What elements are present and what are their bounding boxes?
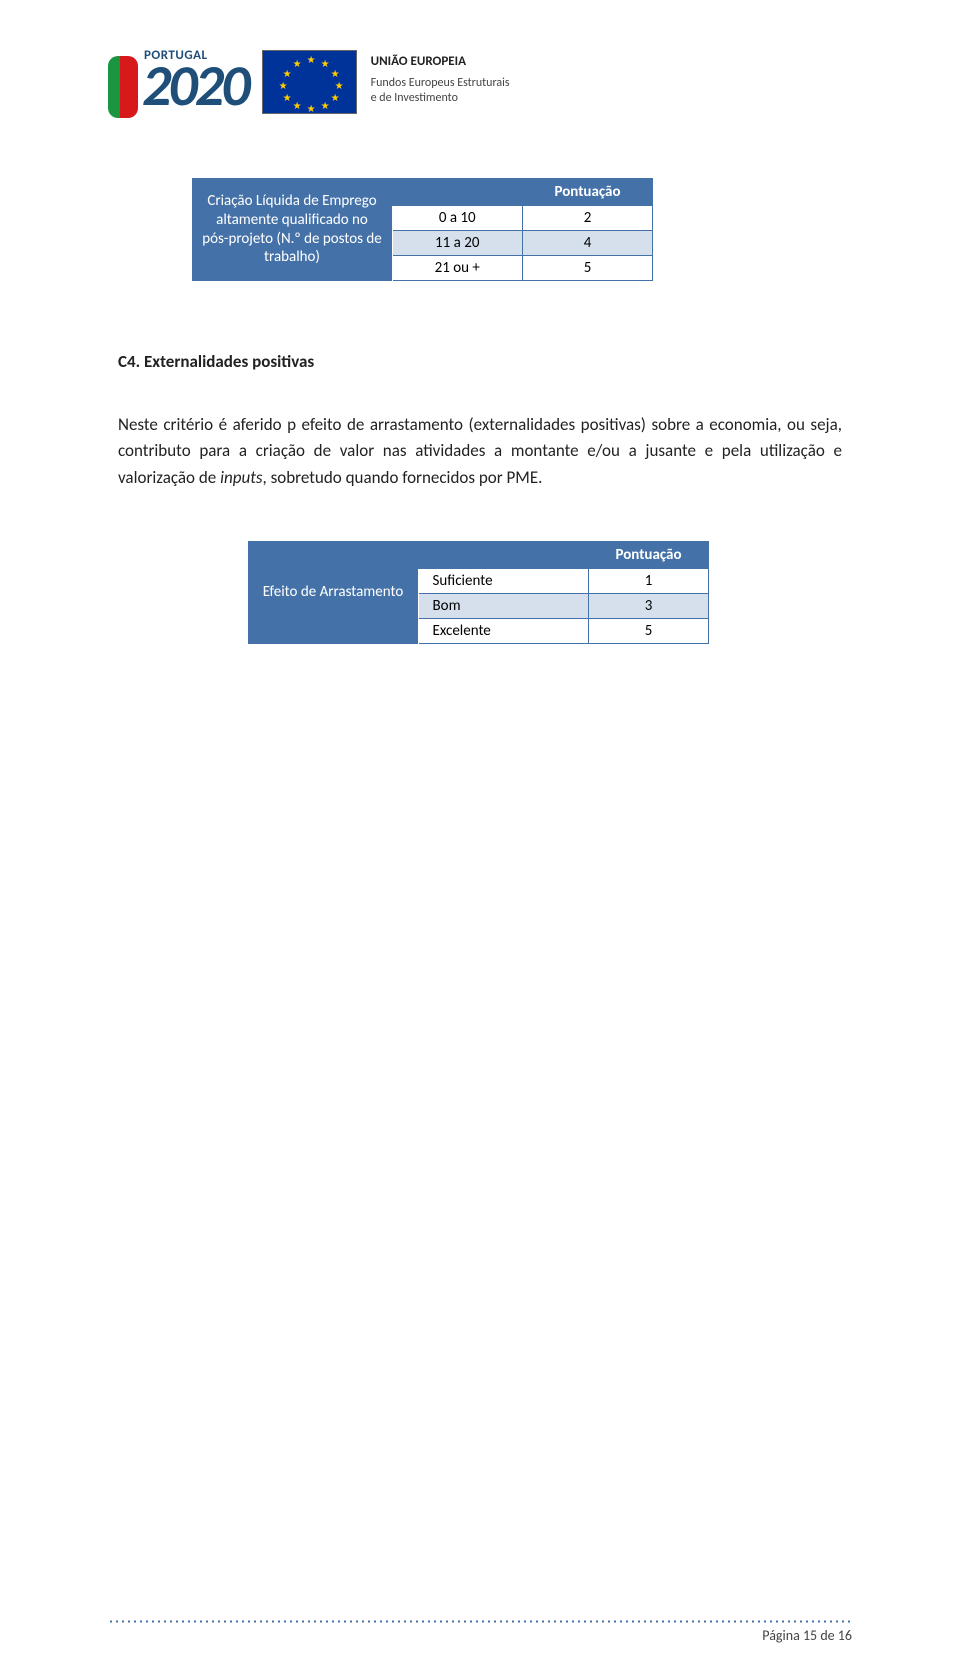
table2-header-score: Pontuação bbox=[589, 542, 709, 569]
table1-range-0: 0 a 10 bbox=[393, 206, 523, 231]
table1-header-score: Pontuação bbox=[523, 179, 653, 206]
eu-subtitle-1: Fundos Europeus Estruturais bbox=[371, 76, 510, 91]
table1-range-1: 11 a 20 bbox=[393, 231, 523, 256]
section-paragraph: Neste critério é aferido p efeito de arr… bbox=[118, 412, 842, 491]
page-footer: Página 15 de 16 bbox=[108, 1620, 852, 1644]
footer-divider bbox=[108, 1620, 852, 1623]
table1-score-2: 5 bbox=[523, 256, 653, 281]
table1-grid: Pontuação 0 a 10 2 11 a 20 4 21 ou + 5 bbox=[392, 178, 653, 281]
portugal-2020-logo: PORTUGAL 2020 bbox=[108, 50, 248, 118]
table1-score-1: 4 bbox=[523, 231, 653, 256]
eu-title: UNIÃO EUROPEIA bbox=[371, 54, 510, 70]
paragraph-em: inputs bbox=[220, 467, 262, 488]
section-heading: C4. Externalidades positivas bbox=[118, 351, 852, 372]
paragraph-post: , sobretudo quando fornecidos por PME. bbox=[263, 467, 543, 488]
pt-year: 2020 bbox=[142, 61, 248, 110]
table-row: 21 ou + 5 bbox=[393, 256, 653, 281]
page-number: Página 15 de 16 bbox=[108, 1627, 852, 1644]
table-drag-effect: Efeito de Arrastamento Pontuação Suficie… bbox=[248, 541, 852, 644]
table2-row-label: Efeito de Arrastamento bbox=[248, 541, 418, 644]
eu-flag-icon: ★ ★ ★ ★ ★ ★ ★ ★ ★ ★ ★ ★ bbox=[262, 50, 357, 114]
table2-level-2: Excelente bbox=[419, 619, 589, 644]
table2-level-1: Bom bbox=[419, 594, 589, 619]
table1-range-2: 21 ou + bbox=[393, 256, 523, 281]
table1-score-0: 2 bbox=[523, 206, 653, 231]
header-logos: PORTUGAL 2020 ★ ★ ★ ★ ★ ★ ★ ★ ★ ★ ★ ★ UN… bbox=[108, 50, 852, 118]
table-employment-creation: Criação Líquida de Emprego altamente qua… bbox=[192, 178, 852, 281]
table-row: Excelente 5 bbox=[419, 619, 709, 644]
eu-subtitle-2: e de Investimento bbox=[371, 91, 510, 106]
eu-text-block: UNIÃO EUROPEIA Fundos Europeus Estrutura… bbox=[371, 54, 510, 106]
table1-row-label: Criação Líquida de Emprego altamente qua… bbox=[192, 178, 392, 281]
table-row: Bom 3 bbox=[419, 594, 709, 619]
table-row: Suficiente 1 bbox=[419, 569, 709, 594]
table-row: 11 a 20 4 bbox=[393, 231, 653, 256]
table2-level-0: Suficiente bbox=[419, 569, 589, 594]
pt-flag-icon bbox=[108, 56, 138, 118]
table2-score-0: 1 bbox=[589, 569, 709, 594]
table2-score-2: 5 bbox=[589, 619, 709, 644]
table2-grid: Pontuação Suficiente 1 Bom 3 Excelente 5 bbox=[418, 541, 709, 644]
table-row: 0 a 10 2 bbox=[393, 206, 653, 231]
table2-header-blank bbox=[419, 542, 589, 569]
table2-score-1: 3 bbox=[589, 594, 709, 619]
table1-header-blank bbox=[393, 179, 523, 206]
